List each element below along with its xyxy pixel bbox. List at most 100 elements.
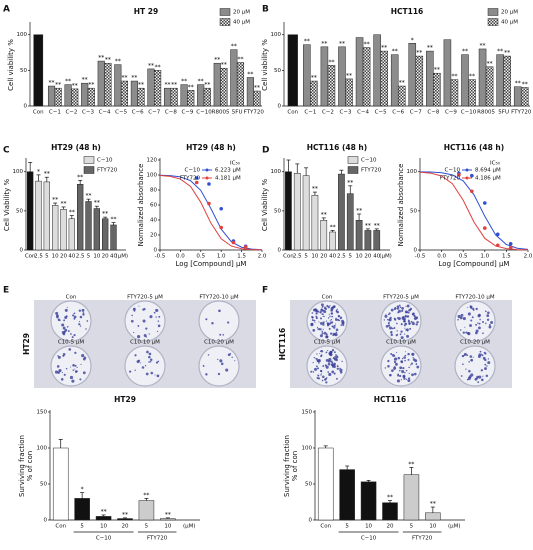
bar	[513, 86, 522, 107]
colony	[327, 362, 331, 366]
bar	[373, 34, 381, 107]
colony	[331, 325, 334, 328]
colony	[405, 311, 408, 314]
point	[207, 201, 211, 206]
significance: **	[304, 38, 310, 45]
bar	[320, 220, 328, 251]
significance: **	[504, 50, 510, 57]
colony	[335, 354, 337, 356]
colony	[482, 332, 484, 335]
colony	[322, 315, 324, 317]
plate-label: C10-10 µM	[130, 340, 160, 346]
significance: **	[221, 62, 227, 69]
colony	[61, 372, 63, 374]
y-axis-label: % of con	[291, 451, 299, 481]
colony	[69, 375, 74, 380]
significance: **	[88, 82, 94, 89]
bar	[382, 502, 398, 521]
colony	[137, 359, 141, 362]
significance: **	[69, 209, 75, 216]
colony	[473, 309, 475, 311]
bar	[147, 68, 155, 107]
colony	[410, 362, 414, 365]
point	[483, 201, 487, 205]
colony	[399, 306, 402, 309]
x-tick-label: 5	[410, 524, 414, 530]
colony	[322, 309, 325, 312]
chart-title: HCT116 (48 h)	[307, 143, 367, 152]
colony	[73, 312, 76, 315]
y-tick-label: 0	[309, 518, 313, 524]
colony	[57, 318, 61, 322]
bar	[35, 180, 42, 251]
x-tick-label: 10	[164, 524, 171, 530]
colony	[389, 373, 392, 377]
colony	[469, 355, 473, 358]
colony	[149, 358, 153, 361]
x-tick-label: C−6	[392, 110, 404, 116]
colony	[400, 379, 402, 381]
y-tick-label: 40	[150, 218, 157, 224]
colony	[82, 312, 85, 314]
y-tick-label: 0	[278, 248, 282, 254]
y-axis-label: Surviving fraction	[18, 435, 26, 497]
bar	[302, 175, 310, 251]
colony	[475, 331, 478, 335]
x-tick-label: C−3	[340, 110, 352, 116]
colony	[85, 328, 87, 330]
legend-swatch	[219, 18, 231, 26]
y-tick-label: 120	[147, 158, 158, 164]
bar	[345, 78, 353, 107]
significance: **	[131, 75, 137, 82]
colony	[406, 315, 410, 318]
bar	[443, 39, 452, 107]
x-tick-label: 10	[93, 254, 100, 260]
colony	[314, 322, 316, 324]
colony	[412, 358, 416, 361]
colony	[396, 330, 398, 332]
colony	[404, 372, 406, 374]
chart-title: HCT116	[374, 395, 407, 404]
colony	[149, 361, 152, 363]
bar	[408, 43, 417, 107]
bar	[338, 46, 346, 107]
colony	[78, 323, 81, 326]
colony	[396, 322, 398, 325]
colony	[155, 361, 159, 364]
plate	[198, 300, 240, 342]
colony	[332, 334, 335, 337]
significance: **	[346, 72, 352, 79]
colony	[393, 327, 395, 329]
colony	[411, 373, 414, 377]
colony	[404, 333, 406, 335]
legend-marker	[205, 176, 209, 180]
colony	[470, 319, 473, 322]
bar	[433, 72, 441, 107]
bar	[355, 37, 364, 107]
significance: **	[247, 71, 253, 78]
bar	[364, 230, 372, 251]
colony	[407, 352, 410, 356]
x-tick-label: FTY720	[244, 110, 265, 116]
colony	[320, 317, 322, 319]
colony	[55, 314, 59, 318]
bar	[362, 47, 371, 107]
plate-label: FTY720-5 µM	[383, 295, 419, 301]
colony	[315, 312, 318, 315]
colony	[477, 322, 479, 324]
colony	[485, 311, 487, 313]
significance: **	[430, 501, 436, 508]
significance: **	[138, 82, 144, 89]
colony	[72, 363, 75, 367]
x-tick-label: -0.5	[415, 254, 426, 260]
colony	[140, 362, 142, 364]
colony	[312, 328, 316, 332]
colony	[408, 319, 410, 321]
colony	[333, 365, 336, 369]
x-tick-label: 1.0	[480, 254, 489, 260]
colony	[478, 375, 482, 379]
x-tick-label: C−7	[410, 110, 422, 116]
colony	[74, 351, 77, 355]
colony	[153, 311, 156, 314]
colony	[413, 321, 415, 323]
